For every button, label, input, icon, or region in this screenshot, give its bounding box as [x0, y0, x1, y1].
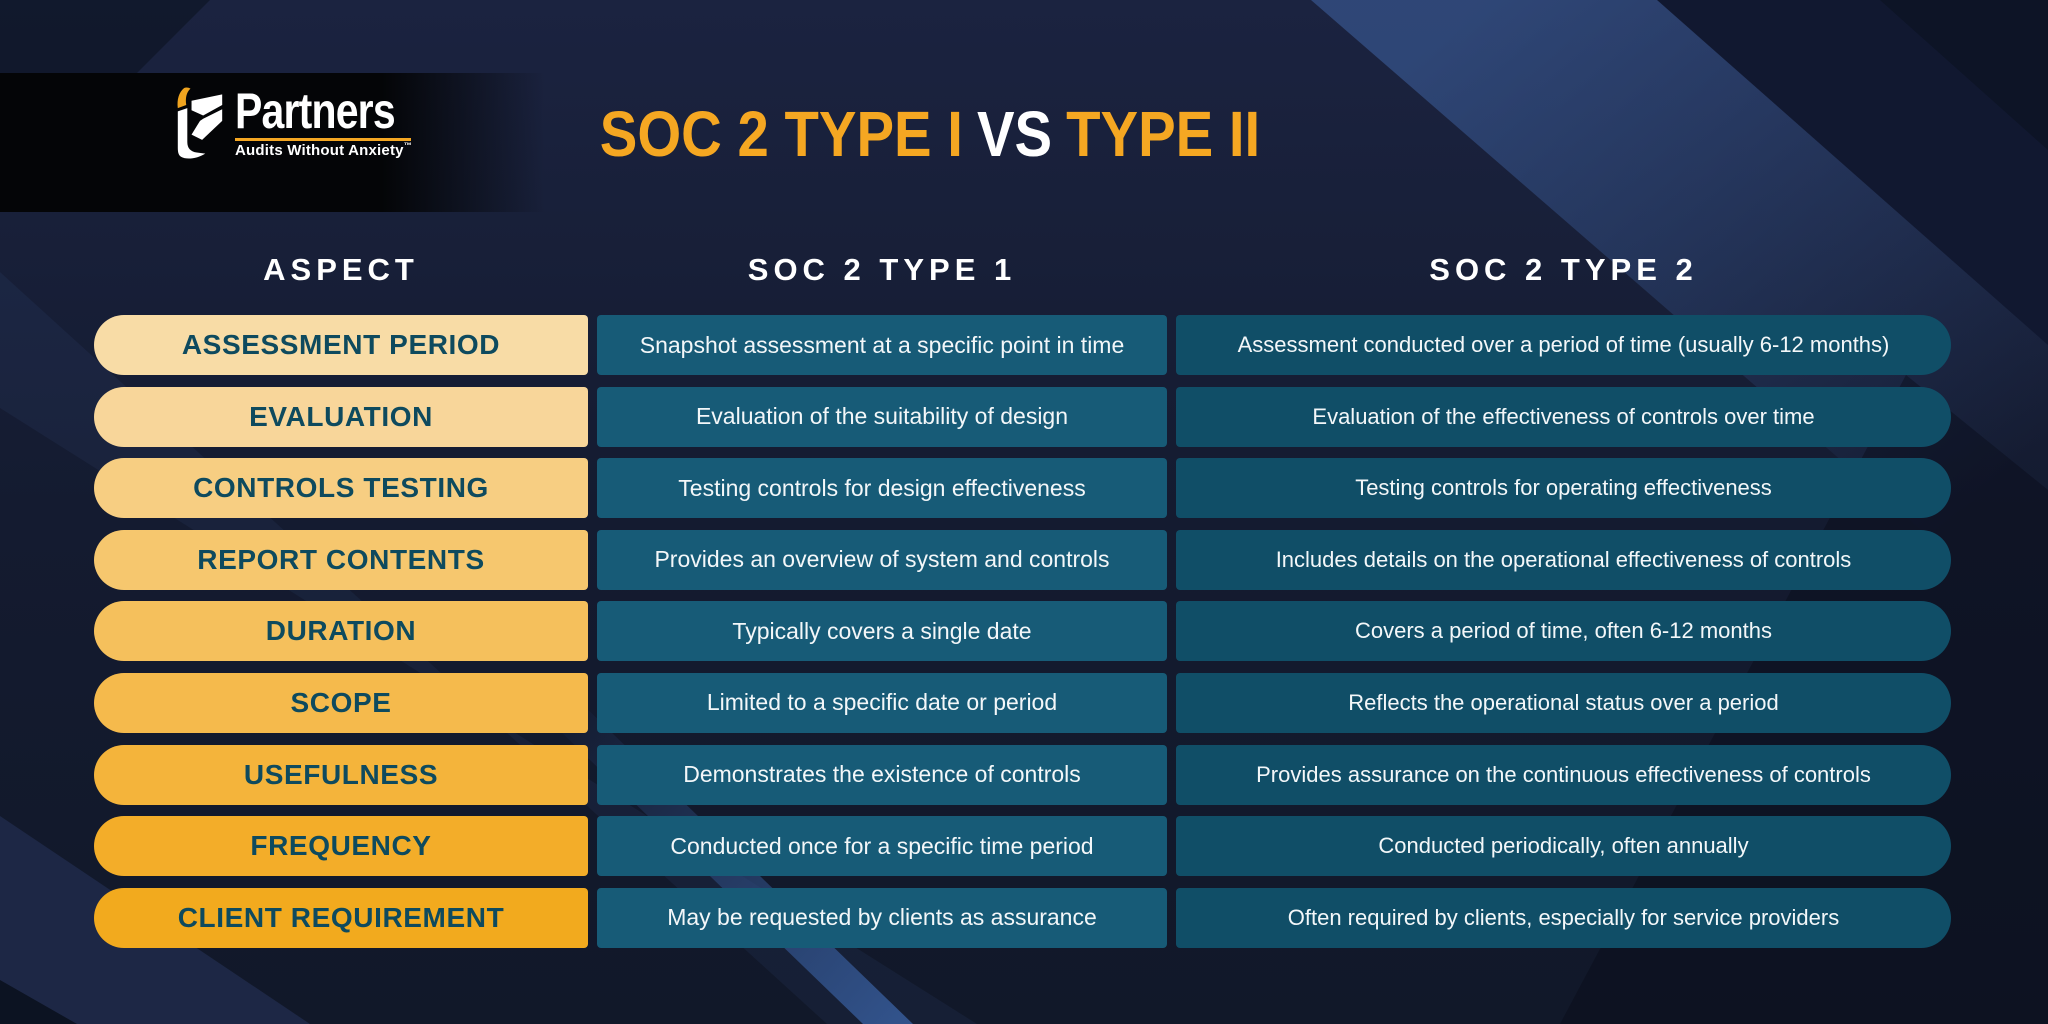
type2-cell-text: Reflects the operational status over a p…	[1348, 689, 1779, 715]
table-row: DURATION Typically covers a single date …	[94, 601, 1951, 662]
column-headers: ASPECT SOC 2 TYPE 1 SOC 2 TYPE 2	[94, 252, 1951, 288]
type1-cell-text: Demonstrates the existence of controls	[683, 761, 1081, 788]
type2-cell: Conducted periodically, often annually	[1176, 816, 1951, 877]
aspect-pill: ASSESSMENT PERIOD	[94, 315, 588, 375]
aspect-label: USEFULNESS	[243, 758, 439, 790]
logo-tagline-text: Audits Without Anxiety	[235, 142, 404, 159]
table-row: EVALUATION Evaluation of the suitability…	[94, 386, 1951, 447]
type1-cell: Conducted once for a specific time perio…	[597, 816, 1167, 877]
page-title: SOC 2 TYPE I VS TYPE II	[516, 102, 1343, 166]
type1-cell-text: Provides an overview of system and contr…	[654, 546, 1110, 573]
aspect-pill: FREQUENCY	[94, 816, 588, 877]
type2-cell: Includes details on the operational effe…	[1176, 529, 1951, 590]
type2-cell-text: Provides assurance on the continuous eff…	[1256, 761, 1871, 787]
type1-cell-text: Typically covers a single date	[732, 617, 1032, 644]
logo-underline	[235, 138, 411, 141]
aspect-label: CONTROLS TESTING	[193, 472, 489, 504]
column-header-type1: SOC 2 TYPE 1	[747, 252, 1017, 287]
type2-cell-text: Testing controls for operating effective…	[1355, 475, 1772, 501]
column-header-aspect: ASPECT	[263, 252, 419, 287]
type1-cell: Limited to a specific date or period	[597, 672, 1167, 733]
aspect-pill: EVALUATION	[94, 386, 588, 447]
type2-cell: Evaluation of the effectiveness of contr…	[1176, 386, 1951, 447]
ispartners-logo-icon	[177, 87, 223, 159]
type1-cell-text: Testing controls for design effectivenes…	[678, 474, 1086, 501]
title-part1: SOC 2 TYPE I	[599, 98, 963, 170]
table-row: CONTROLS TESTING Testing controls for de…	[94, 458, 1951, 519]
aspect-pill: REPORT CONTENTS	[94, 529, 588, 590]
type2-cell-text: Conducted periodically, often annually	[1378, 833, 1749, 859]
table-row: ASSESSMENT PERIOD Snapshot assessment at…	[94, 315, 1951, 375]
type2-cell: Provides assurance on the continuous eff…	[1176, 744, 1951, 805]
type2-cell: Testing controls for operating effective…	[1176, 458, 1951, 519]
type2-cell-text: Covers a period of time, often 6-12 mont…	[1355, 618, 1772, 644]
table-row: CLIENT REQUIREMENT May be requested by c…	[94, 887, 1951, 948]
aspect-label: SCOPE	[290, 686, 392, 718]
logo-tagline: Audits Without Anxiety™	[235, 141, 412, 160]
type1-cell: Demonstrates the existence of controls	[597, 744, 1167, 805]
type2-cell: Often required by clients, especially fo…	[1176, 887, 1951, 948]
aspect-pill: CONTROLS TESTING	[94, 458, 588, 519]
title-vs: VS	[976, 98, 1053, 170]
aspect-pill: SCOPE	[94, 672, 588, 733]
type1-cell-text: May be requested by clients as assurance	[667, 904, 1097, 931]
type2-cell-text: Includes details on the operational effe…	[1275, 546, 1852, 572]
aspect-label: REPORT CONTENTS	[197, 543, 485, 575]
type2-cell-text: Evaluation of the effectiveness of contr…	[1312, 403, 1815, 429]
aspect-label: ASSESSMENT PERIOD	[181, 329, 501, 360]
aspect-pill: USEFULNESS	[94, 744, 588, 805]
aspect-label: FREQUENCY	[250, 830, 432, 862]
aspect-label: CLIENT REQUIREMENT	[177, 901, 505, 933]
table-row: SCOPE Limited to a specific date or peri…	[94, 672, 1951, 733]
trademark-symbol: ™	[403, 141, 412, 150]
logo-brand-text: Partners	[235, 83, 396, 139]
type1-cell: Testing controls for design effectivenes…	[597, 458, 1167, 519]
type2-cell: Assessment conducted over a period of ti…	[1176, 315, 1951, 375]
aspect-pill: CLIENT REQUIREMENT	[94, 887, 588, 948]
type1-cell-text: Evaluation of the suitability of design	[695, 403, 1069, 430]
type2-cell: Reflects the operational status over a p…	[1176, 672, 1951, 733]
type1-cell: May be requested by clients as assurance	[597, 887, 1167, 948]
type1-cell-text: Limited to a specific date or period	[706, 689, 1058, 716]
type2-cell: Covers a period of time, often 6-12 mont…	[1176, 601, 1951, 662]
column-header-type2: SOC 2 TYPE 2	[1429, 252, 1698, 287]
type1-cell-text: Conducted once for a specific time perio…	[670, 832, 1094, 859]
aspect-label: EVALUATION	[249, 400, 433, 432]
title-part2: TYPE II	[1066, 98, 1261, 170]
ispartners-logo: Partners Audits Without Anxiety™	[173, 85, 430, 161]
table-row: USEFULNESS Demonstrates the existence of…	[94, 744, 1951, 805]
logo-box: Partners Audits Without Anxiety™	[0, 73, 545, 212]
table-row: REPORT CONTENTS Provides an overview of …	[94, 529, 1951, 590]
type1-cell: Snapshot assessment at a specific point …	[597, 315, 1167, 375]
type1-cell: Provides an overview of system and contr…	[597, 529, 1167, 590]
type1-cell-text: Snapshot assessment at a specific point …	[639, 331, 1125, 358]
table-row: FREQUENCY Conducted once for a specific …	[94, 816, 1951, 877]
comparison-table: ASSESSMENT PERIOD Snapshot assessment at…	[94, 315, 1951, 948]
aspect-pill: DURATION	[94, 601, 588, 662]
type2-cell-text: Often required by clients, especially fo…	[1287, 904, 1840, 930]
type1-cell: Typically covers a single date	[597, 601, 1167, 662]
type2-cell-text: Assessment conducted over a period of ti…	[1237, 332, 1890, 357]
type1-cell: Evaluation of the suitability of design	[597, 386, 1167, 447]
aspect-label: DURATION	[265, 615, 417, 647]
